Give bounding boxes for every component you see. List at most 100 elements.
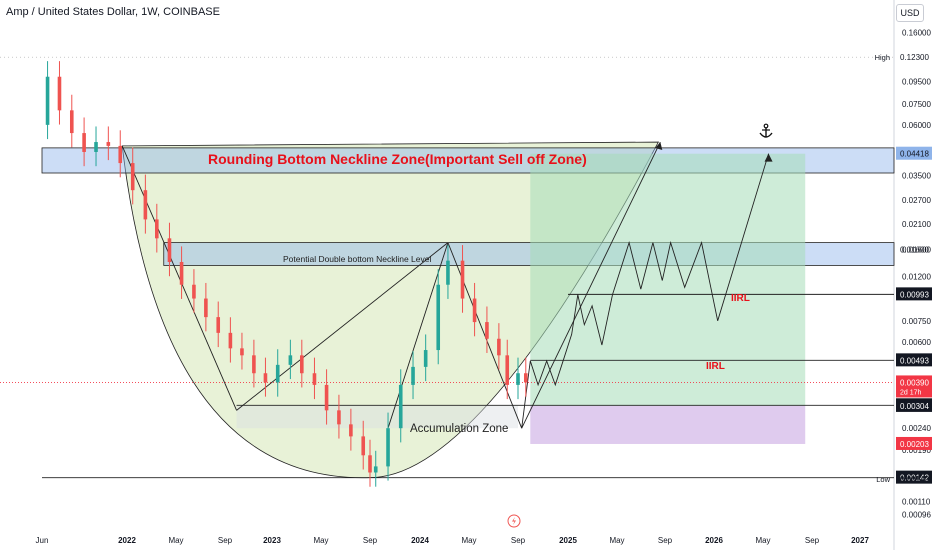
x-tick-label: Sep: [805, 536, 820, 545]
candle-body: [45, 76, 50, 125]
price-tag-box: [896, 146, 932, 160]
candle-body: [523, 373, 528, 383]
candle-body: [472, 298, 477, 323]
y-tick-label: 0.00096: [902, 511, 931, 520]
candle-body: [94, 142, 98, 152]
price-tag-label: High: [875, 53, 890, 62]
y-tick-label: 0.02100: [902, 220, 931, 229]
candle-body: [398, 384, 403, 429]
candle-body: [204, 298, 208, 318]
candle-body: [505, 355, 510, 385]
candle-body: [497, 338, 501, 356]
candle-body: [368, 455, 372, 473]
x-tick-label: 2023: [263, 536, 281, 545]
x-tick-label: 2024: [411, 536, 429, 545]
candle-body: [240, 348, 244, 356]
price-tag-box: [896, 375, 932, 398]
anchor-icon: [759, 123, 773, 138]
candle-body: [324, 384, 329, 411]
candle-body: [485, 322, 489, 339]
target-zone: [530, 153, 806, 406]
price-tag-box: [896, 353, 932, 367]
trend-line-3: [447, 242, 523, 429]
candle-body: [143, 190, 148, 220]
x-tick-label: Jun: [36, 536, 49, 545]
candle-body: [386, 428, 390, 467]
x-tick-label: Sep: [658, 536, 673, 545]
price-tag-label: Low: [876, 475, 890, 484]
candle-body: [167, 238, 172, 263]
price-tag-value: 0.12300: [900, 53, 929, 62]
candle-body: [411, 366, 415, 385]
y-tick-label: 0.00190: [902, 446, 931, 455]
candle-body: [361, 436, 366, 456]
price-tag-value: 0.00390: [900, 378, 929, 387]
trend-line-2: [236, 242, 449, 411]
price-tag-value: 0.01600: [900, 245, 929, 254]
candle-body: [57, 76, 62, 111]
x-tick-label: May: [461, 536, 476, 545]
candle-body: [349, 424, 353, 437]
x-tick-label: 2027: [851, 536, 869, 545]
candle-body: [263, 373, 268, 383]
price-tag-value: 0.04418: [900, 150, 929, 159]
candle-body: [288, 355, 293, 365]
candle-body: [312, 373, 317, 385]
x-tick-label: May: [609, 536, 624, 545]
candle-body: [228, 332, 233, 349]
y-tick-label: 0.16000: [902, 28, 931, 37]
candle-body: [216, 317, 221, 333]
candle-body: [446, 260, 450, 285]
y-tick-label: 0.00110: [902, 498, 931, 507]
x-tick-label: Sep: [218, 536, 233, 545]
price-tag-box: [896, 470, 932, 484]
candle-body: [179, 262, 184, 285]
price-tag-box: [896, 287, 932, 301]
cup-arrowhead: [655, 142, 663, 151]
y-tick-label: 0.06000: [902, 121, 931, 130]
iirl-upper-label: IIRL: [731, 293, 750, 304]
y-tick-label: 0.00600: [902, 338, 931, 347]
price-tag-countdown: 2d 17h: [900, 389, 922, 396]
projection-arrowhead: [764, 153, 773, 162]
candle-body: [436, 284, 441, 351]
neckline-zone-label: Rounding Bottom Neckline Zone(Important …: [208, 151, 587, 167]
stop-zone: [530, 405, 806, 444]
candle-body: [275, 364, 280, 383]
candle-body: [373, 466, 378, 473]
candle-body: [300, 355, 304, 374]
candle-body: [516, 373, 520, 385]
candle-body: [82, 133, 86, 152]
candle-body: [118, 145, 123, 164]
candle-body: [155, 219, 159, 239]
candle-body: [69, 110, 74, 134]
price-tag-value: 0.00493: [900, 356, 929, 365]
y-tick-label: 0.07500: [902, 100, 931, 109]
x-tick-label: Sep: [511, 536, 526, 545]
x-tick-label: 2022: [118, 536, 136, 545]
x-tick-label: 2026: [705, 536, 723, 545]
double-bottom-label: Potential Double bottom Neckline Level: [283, 254, 431, 264]
y-tick-label: 0.01200: [902, 273, 931, 282]
y-tick-label: 0.00240: [902, 424, 931, 433]
candle-body: [337, 410, 341, 425]
x-tick-label: May: [755, 536, 770, 545]
symbol-header: Amp / United States Dollar, 1W, COINBASE: [6, 6, 220, 18]
price-tag-box: [896, 436, 932, 450]
lightning-icon: [507, 514, 521, 528]
y-tick-label: 0.09500: [902, 78, 931, 87]
x-tick-label: Sep: [363, 536, 378, 545]
iirl-lower-label: IIRL: [706, 361, 725, 372]
projection-path: [521, 153, 770, 429]
trend-line-4: [521, 141, 661, 429]
accumulation-zone: [236, 405, 518, 429]
price-tag-value: 0.00140: [900, 475, 929, 484]
x-tick-label: 2025: [559, 536, 577, 545]
y-tick-label: 0.01600: [902, 245, 931, 254]
price-tag-box: [896, 398, 932, 412]
y-tick-label: 0.03500: [902, 172, 931, 181]
currency-button[interactable]: USD: [896, 4, 924, 22]
candle-body: [423, 350, 428, 367]
